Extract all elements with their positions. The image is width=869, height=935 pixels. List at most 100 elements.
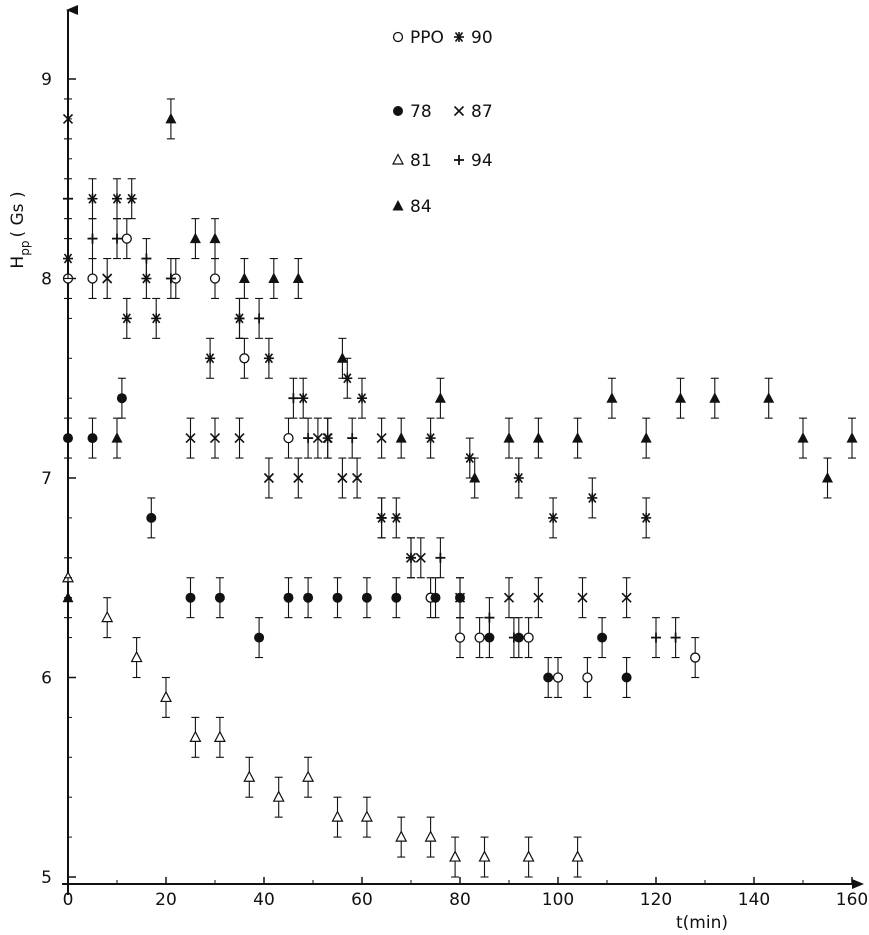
legend-label: 78 <box>410 102 432 122</box>
series-81 <box>62 557 584 878</box>
data-point <box>337 472 348 484</box>
data-point <box>597 632 608 643</box>
data-point <box>292 272 304 283</box>
data-point <box>571 850 584 862</box>
data-point <box>141 253 152 264</box>
data-point <box>621 592 632 603</box>
data-point <box>469 472 481 483</box>
legend-marker <box>392 200 404 211</box>
legend-label: 90 <box>471 28 493 48</box>
data-point <box>165 112 177 124</box>
data-point <box>435 552 446 563</box>
x-ticks: 020406080100120140160180 <box>63 877 868 910</box>
data-point <box>508 632 519 643</box>
data-point <box>185 433 196 444</box>
legend-item-78: 78 <box>393 102 432 122</box>
data-point <box>513 473 524 483</box>
data-point <box>434 392 446 403</box>
data-point <box>474 632 485 643</box>
data-point <box>254 632 265 643</box>
data-point <box>126 193 137 204</box>
data-point <box>606 392 618 403</box>
data-point <box>352 472 363 484</box>
series-layer <box>62 98 858 878</box>
data-point <box>263 472 274 484</box>
legend-marker <box>393 106 403 116</box>
data-point <box>293 472 304 484</box>
data-point <box>63 433 73 444</box>
legend: PPO 90 78 87 81 94 84 <box>392 28 493 217</box>
data-point <box>797 432 809 443</box>
legend-marker <box>392 153 404 165</box>
data-point <box>209 273 221 284</box>
data-point <box>342 373 353 384</box>
x-tick-label: 100 <box>542 890 574 910</box>
data-point <box>189 232 201 244</box>
y-axis-title-sub: pp <box>18 241 32 256</box>
data-point <box>572 432 584 443</box>
data-point <box>312 433 323 444</box>
data-point <box>552 672 564 683</box>
data-point <box>425 433 436 444</box>
x-tick-label: 140 <box>738 890 770 910</box>
data-point <box>165 273 176 284</box>
data-point <box>121 313 132 324</box>
legend-marker <box>454 32 464 42</box>
data-point <box>283 432 294 444</box>
data-point <box>415 552 426 563</box>
legend-item-84: 84 <box>392 197 432 217</box>
data-point <box>63 253 73 264</box>
legend-marker <box>454 155 464 165</box>
data-point <box>543 672 554 683</box>
data-point <box>112 193 122 204</box>
data-point <box>484 612 495 623</box>
data-point <box>641 512 652 523</box>
series-PPO <box>62 218 701 699</box>
data-point <box>640 432 652 443</box>
data-point <box>376 433 387 444</box>
x-axis-title: t(min) <box>676 913 728 933</box>
data-point <box>62 591 74 603</box>
y-tick-label: 9 <box>41 70 52 90</box>
x-tick-label: 160 <box>836 890 868 910</box>
data-point <box>503 592 515 603</box>
data-point <box>822 472 833 483</box>
series-94 <box>63 178 681 659</box>
data-point <box>283 592 294 603</box>
data-point <box>62 113 74 124</box>
data-point <box>395 432 407 443</box>
data-point <box>533 592 544 603</box>
data-point <box>214 592 225 603</box>
legend-item-90: 90 <box>454 28 493 48</box>
data-point <box>63 193 73 204</box>
series-87 <box>62 98 632 619</box>
data-point <box>336 352 348 363</box>
legend-label: 84 <box>410 197 432 217</box>
legend-item-PPO: PPO <box>392 28 444 48</box>
data-point <box>239 353 250 364</box>
legend-label: 87 <box>471 102 493 122</box>
data-point <box>332 592 343 603</box>
legend-item-87: 87 <box>453 102 493 122</box>
data-point <box>102 273 113 284</box>
data-point <box>709 392 721 403</box>
data-point <box>272 790 285 802</box>
data-point <box>587 492 598 503</box>
data-point <box>651 632 661 643</box>
data-point <box>347 433 358 444</box>
data-point <box>243 770 256 782</box>
data-point <box>464 453 475 464</box>
data-point <box>302 770 315 782</box>
data-point <box>87 193 98 204</box>
data-point <box>121 233 132 244</box>
y-axis-title: Hpp ( Gs ) <box>8 191 32 268</box>
legend-item-81: 81 <box>392 151 432 171</box>
data-point <box>361 592 372 603</box>
data-point <box>254 313 265 324</box>
y-axis-title-main: H <box>8 256 28 269</box>
data-point <box>670 632 681 643</box>
data-point <box>522 850 535 862</box>
data-point <box>298 393 309 404</box>
data-point <box>331 810 344 822</box>
x-tick-label: 80 <box>449 890 471 910</box>
